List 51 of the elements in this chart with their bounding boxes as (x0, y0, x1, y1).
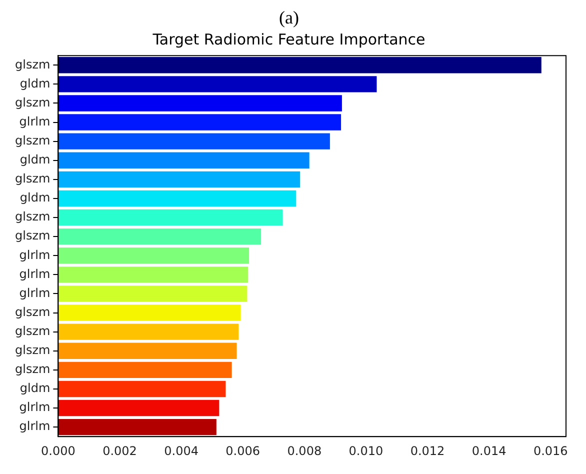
bar (58, 400, 220, 416)
bar (58, 114, 342, 130)
y-tick-label: gldm (20, 152, 50, 166)
y-tick-label: glszm (14, 172, 50, 186)
bar (58, 304, 241, 321)
y-tick-label: glrlm (19, 286, 50, 300)
bar (58, 362, 232, 378)
y-tick-label: gldm (20, 381, 50, 396)
bar (58, 266, 248, 283)
y-tick-label: glrlm (19, 248, 50, 262)
x-tick-label: 0.010 (348, 444, 384, 458)
y-tick-label: glszm (14, 228, 50, 243)
y-tick-label: gldm (20, 190, 50, 205)
x-tick-label: 0.004 (164, 444, 198, 458)
bar (58, 418, 216, 436)
y-tick-label: glrlm (19, 400, 50, 414)
chart-title: (a) (279, 8, 299, 28)
x-tick-label: 0.006 (226, 444, 260, 458)
y-tick-label: glszm (14, 57, 50, 72)
bar (58, 95, 342, 112)
y-tick-label: glszm (14, 95, 50, 110)
bar (58, 190, 296, 207)
y-tick-label: gldm (20, 76, 50, 90)
y-tick-label: glszm (14, 343, 50, 357)
y-tick-label: glszm (14, 362, 50, 376)
y-tick-label: glrlm (19, 419, 50, 434)
y-tick-label: glszm (14, 324, 50, 338)
bar (58, 380, 226, 398)
bar (58, 324, 239, 340)
y-tick-label: glszm (14, 133, 50, 148)
y-tick-label: glszm (14, 210, 50, 224)
chart-subtitle: Target Radiomic Feature Importance (152, 30, 426, 48)
bar (58, 228, 262, 245)
bar (58, 248, 250, 264)
bar (58, 76, 377, 92)
y-tick-label: glrlm (19, 266, 50, 281)
x-tick-label: 0.000 (41, 444, 76, 458)
bar (58, 152, 310, 168)
x-tick-label: 0.012 (410, 444, 445, 458)
y-tick-label: glszm (14, 304, 50, 319)
bar (58, 286, 248, 302)
x-tick-label: 0.014 (472, 444, 506, 458)
x-tick-label: 0.008 (287, 444, 322, 458)
bar (58, 209, 283, 226)
bar (58, 57, 542, 74)
x-tick-label: 0.002 (102, 444, 137, 458)
bar (58, 342, 237, 359)
bar (58, 171, 300, 188)
bar (58, 133, 330, 150)
x-tick-label: 0.016 (533, 444, 568, 458)
y-tick-label: glrlm (19, 114, 50, 128)
